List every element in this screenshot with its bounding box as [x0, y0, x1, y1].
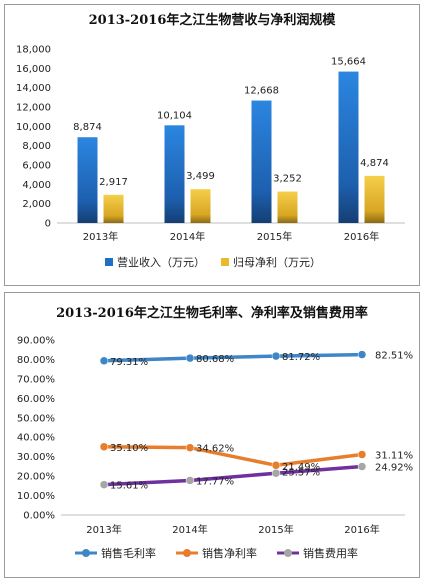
y-tick-label: 70.00% [17, 374, 55, 385]
selling-expense-marker [357, 462, 367, 471]
x-tick-label: 2013年 [86, 523, 121, 536]
margin-rates-line-chart: 2013-2016年之江生物毛利率、净利率及销售费用率 0.00% 10.00% 2… [17, 305, 413, 560]
bar-chart-legend: 营业收入（万元） 归母净利（万元） [105, 255, 321, 269]
selling-expense-data-label: 15.61% [110, 481, 148, 492]
net-margin-data-label: 31.11% [375, 451, 413, 462]
net-profit-bar [277, 191, 298, 223]
bar-data-label: 3,499 [186, 171, 215, 182]
bar-data-label: 8,874 [73, 122, 102, 133]
x-tick-label: 2016年 [344, 523, 379, 536]
net-margin-data-label: 25.57% [282, 467, 320, 478]
bar-data-label: 12,668 [244, 86, 279, 97]
bar-data-label: 15,664 [331, 57, 366, 68]
revenue-bar [164, 125, 185, 223]
x-tick-label: 2014年 [170, 230, 205, 243]
y-tick-label: 0 [45, 219, 51, 230]
y-tick-label: 12,000 [16, 103, 51, 114]
x-tick-label: 2013年 [83, 230, 118, 243]
y-tick-label: 80.00% [17, 355, 55, 366]
revenue-profit-chart-panel: 2013-2016年之江生物营收与净利润规模 0 2,000 4,000 6,000 8… [4, 4, 420, 286]
y-tick-label: 2,000 [22, 199, 51, 210]
y-tick-label: 4,000 [22, 180, 51, 191]
gross-margin-legend-marker [82, 549, 90, 557]
y-tick-label: 16,000 [16, 64, 51, 75]
bar-data-label: 4,874 [360, 158, 389, 169]
net-margin-data-label: 34.62% [196, 444, 234, 455]
legend-label: 营业收入（万元） [117, 255, 205, 269]
bar-data-label: 2,917 [99, 177, 128, 188]
net-margin-legend-marker [183, 549, 191, 557]
line-chart-title: 2013-2016年之江生物毛利率、净利率及销售费用率 [56, 305, 368, 321]
y-tick-label: 6,000 [22, 161, 51, 172]
y-tick-label: 14,000 [16, 83, 51, 94]
gross-margin-marker [185, 353, 195, 363]
selling-expense-marker [99, 480, 109, 489]
line-chart-x-axis: 2013年 2014年 2015年 2016年 [86, 523, 379, 536]
legend-label: 销售费用率 [303, 546, 358, 560]
y-tick-label: 18,000 [16, 45, 51, 56]
net-margin-line [103, 445, 363, 468]
revenue-bar [77, 137, 98, 223]
margin-rates-chart-panel: 2013-2016年之江生物毛利率、净利率及销售费用率 0.00% 10.00% 2… [4, 292, 420, 578]
line-chart-legend: 销售毛利率 销售净利率 销售费用率 [75, 546, 358, 560]
y-tick-label: 50.00% [17, 413, 55, 424]
legend-label: 销售净利率 [202, 546, 257, 560]
net-profit-bar [190, 189, 211, 223]
y-tick-label: 60.00% [17, 394, 55, 405]
gross-margin-marker [271, 351, 281, 361]
legend-label: 归母净利（万元） [233, 255, 321, 269]
net-margin-marker [185, 443, 195, 452]
y-tick-label: 20.00% [17, 472, 55, 483]
net-profit-legend-swatch [221, 258, 229, 266]
x-tick-label: 2014年 [172, 523, 207, 536]
y-tick-label: 30.00% [17, 452, 55, 463]
net-margin-data-label: 35.10% [110, 443, 148, 454]
line-chart-y-axis: 0.00% 10.00% 20.00% 30.00% 40.00% 50.00% 60.00… [17, 336, 405, 522]
bar-chart-bars: 8,874 2,917 10,104 3,499 12,668 3,252 15,664 4,… [73, 57, 389, 224]
selling-expense-data-label: 24.92% [375, 463, 413, 474]
revenue-bar [251, 100, 272, 223]
y-tick-label: 10,000 [16, 122, 51, 133]
selling-expense-data-label: 17.77% [196, 476, 234, 487]
bar-data-label: 3,252 [273, 174, 302, 185]
line-chart-series: 79.31% 80.68% 81.72% 82.51% 35.10% 34.62% 25.5… [99, 350, 413, 492]
gross-margin-marker [99, 356, 109, 366]
selling-expense-marker [185, 476, 195, 485]
gross-margin-line [103, 352, 363, 363]
selling-expense-line [103, 464, 363, 487]
gross-margin-data-label: 81.72% [282, 352, 320, 363]
y-tick-label: 10.00% [17, 491, 55, 502]
net-margin-marker [357, 450, 367, 459]
gross-margin-data-label: 80.68% [196, 354, 234, 365]
y-tick-label: 40.00% [17, 433, 55, 444]
net-profit-bar [364, 175, 385, 223]
gross-margin-marker [357, 350, 367, 359]
selling-expense-marker [271, 468, 281, 478]
legend-label: 销售毛利率 [101, 546, 156, 560]
net-margin-marker [99, 442, 109, 451]
gross-margin-data-label: 79.31% [110, 357, 148, 368]
net-margin-marker [271, 461, 281, 470]
y-tick-label: 90.00% [17, 336, 55, 347]
x-tick-label: 2015年 [258, 523, 293, 536]
bar-chart-title: 2013-2016年之江生物营收与净利润规模 [89, 12, 337, 28]
revenue-legend-swatch [105, 258, 113, 266]
selling-expense-legend-marker [284, 549, 292, 557]
x-tick-label: 2016年 [344, 230, 379, 243]
x-tick-label: 2015年 [257, 230, 292, 243]
y-tick-label: 8,000 [22, 141, 51, 152]
gross-margin-data-label: 82.51% [375, 351, 413, 362]
net-profit-bar [103, 194, 124, 223]
revenue-bar [338, 71, 359, 224]
revenue-profit-bar-chart: 2013-2016年之江生物营收与净利润规模 0 2,000 4,000 6,000 8… [16, 12, 405, 269]
y-tick-label: 0.00% [23, 511, 55, 522]
bar-chart-x-axis: 2013年 2014年 2015年 2016年 [83, 230, 379, 243]
bar-data-label: 10,104 [157, 110, 192, 121]
selling-expense-data-label: 21.49% [282, 462, 320, 473]
